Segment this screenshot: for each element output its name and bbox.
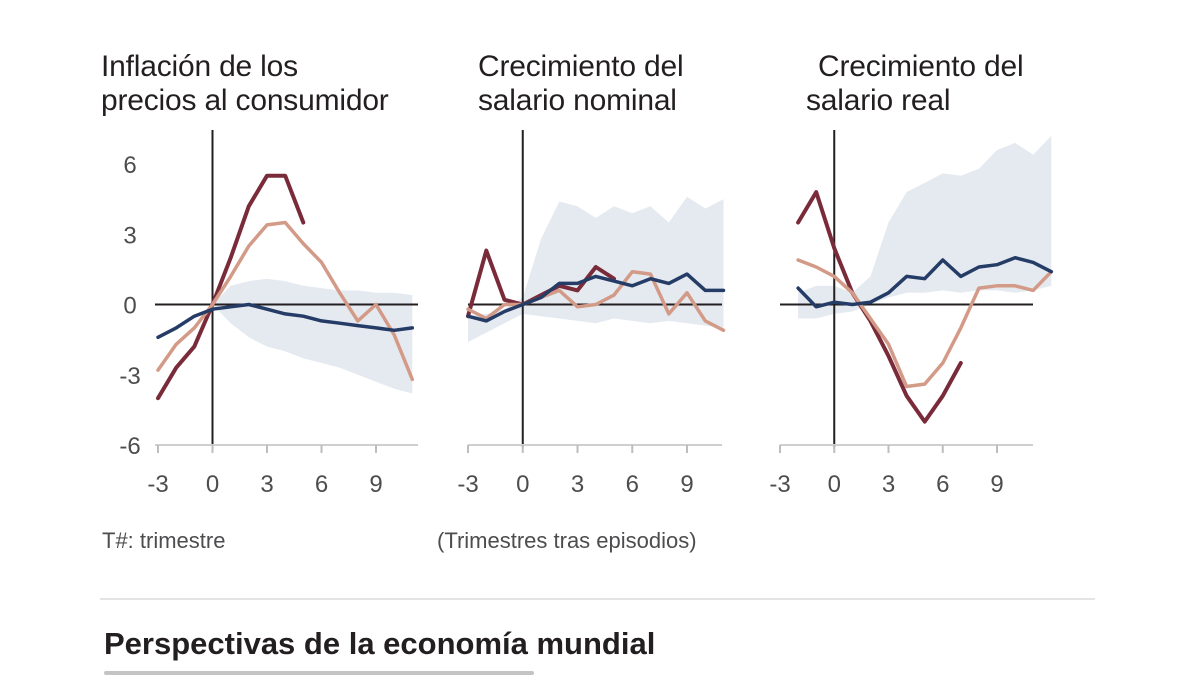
real-wage-x-tick-label: 3 xyxy=(882,471,895,498)
panel-title-nominal-wage-line-1: Crecimiento del xyxy=(478,50,684,83)
nominal-wage-series-navy-line xyxy=(466,272,726,323)
panel-title-nominal-wage-line-2: salario nominal xyxy=(478,84,677,117)
nominal-wage-x-tick-label: 3 xyxy=(571,471,584,498)
nominal-wage-x-tick-label: 9 xyxy=(680,471,693,498)
real-wage-x-tick-label: 0 xyxy=(828,471,841,498)
real-wage-series-navy-line xyxy=(796,255,1054,309)
inflation-x-tick-label: 3 xyxy=(260,471,273,498)
inflation-confidence-band xyxy=(212,278,413,394)
panel-title-real-wage-line-1: Crecimiento del xyxy=(818,50,1024,83)
nominal-wage-x-tick-label: 0 xyxy=(516,471,529,498)
panel-title-inflation: Inflación de los precios al consumidor xyxy=(101,50,389,118)
footnote-x-axis-label: (Trimestres tras episodios) xyxy=(437,528,697,553)
inflation-y-tick-label: -6 xyxy=(119,433,140,460)
real-wage-series-light-red-line xyxy=(796,258,1054,389)
footer-title: Perspectivas de la economía mundial xyxy=(104,626,656,661)
inflation-x-tick-label: 9 xyxy=(369,471,382,498)
real-wage-series-dark-red-line xyxy=(796,190,963,424)
panel-title-inflation-line-2: precios al consumidor xyxy=(101,84,389,117)
inflation-y-tick-label: 3 xyxy=(123,222,136,249)
inflation-y-tick-label: 0 xyxy=(123,293,136,320)
inflation-y-tick-label: -3 xyxy=(119,363,140,390)
real-wage-x-tick-label: 9 xyxy=(990,471,1003,498)
panel-title-nominal-wage: Crecimiento del salario nominal xyxy=(478,50,684,118)
panel-title-real-wage-line-2: salario real xyxy=(806,84,951,117)
inflation-y-tick-label: 6 xyxy=(123,152,136,179)
inflation-x-tick-label: 6 xyxy=(315,471,328,498)
nominal-wage-x-tick-label: -3 xyxy=(457,471,478,498)
section-divider xyxy=(100,598,1095,600)
inflation-x-tick-label: 0 xyxy=(206,471,219,498)
nominal-wage-series-light-red-line xyxy=(466,269,726,333)
panel-title-inflation-line-1: Inflación de los xyxy=(101,50,298,83)
real-wage-x-tick-label: 6 xyxy=(936,471,949,498)
real-wage-x-tick-label: -3 xyxy=(769,471,790,498)
clipped-subtitle-fragment xyxy=(104,670,534,675)
footnote-quarter: T#: trimestre xyxy=(102,528,226,553)
inflation-series-light-red-line xyxy=(156,220,415,382)
nominal-wage-x-tick-label: 6 xyxy=(626,471,639,498)
real-wage-confidence-band xyxy=(798,135,1052,319)
inflation-x-tick-label: -3 xyxy=(147,471,168,498)
inflation-series-navy-line xyxy=(156,302,415,340)
nominal-wage-series-dark-red-line xyxy=(466,248,616,319)
panel-title-real-wage: Crecimiento del salario real xyxy=(806,50,1024,118)
inflation-series-dark-red-line xyxy=(156,173,306,401)
